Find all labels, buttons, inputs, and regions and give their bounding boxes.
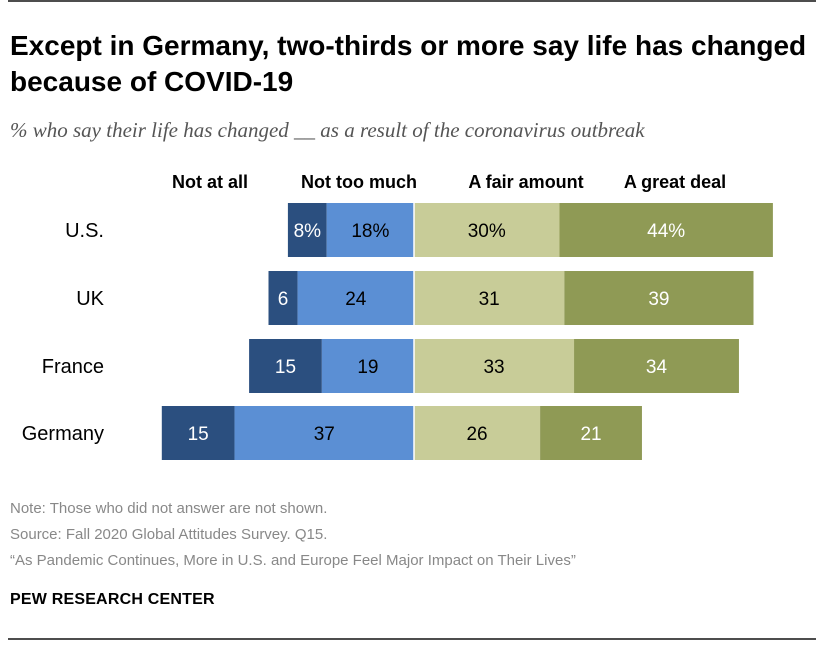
report-text: “As Pandemic Continues, More in U.S. and… [10,552,576,569]
legend-label-not-too-much: Not too much [301,172,417,192]
category-label-u-s: U.S. [65,220,104,242]
category-label-uk: UK [76,288,104,310]
data-label-u-s-not-at-all: 8% [294,221,322,242]
data-label-uk-not-too-much: 24 [345,289,367,310]
data-label-u-s-a-fair-amount: 30% [468,221,506,242]
top-rule [8,0,816,2]
data-label-france-not-at-all: 15 [275,357,296,378]
source-text: Source: Fall 2020 Global Attitudes Surve… [10,526,328,543]
data-label-germany-a-fair-amount: 26 [466,424,487,445]
bar-germany-a-great-deal [540,406,642,460]
category-label-germany: Germany [22,423,104,445]
bar-uk-a-great-deal [564,271,754,325]
bottom-rule [8,638,816,640]
legend-label-not-at-all: Not at all [172,172,248,192]
bar-u-s-not-at-all [287,203,327,257]
data-label-u-s-not-too-much: 18% [351,221,389,242]
bar-france-not-at-all [249,339,322,393]
chart-title: Except in Germany, two-thirds or more sa… [10,30,807,97]
bar-u-s-a-great-deal [559,203,773,257]
brand-logo-text: PEW RESEARCH CENTER [10,591,215,608]
category-label-france: France [42,356,104,378]
note-text: Note: Those who did not answer are not s… [10,500,328,517]
data-label-uk-not-at-all: 6 [278,289,289,310]
chart-subtitle: % who say their life has changed __ as a… [10,118,645,142]
data-label-france-a-great-deal: 34 [646,357,668,378]
bar-germany-a-fair-amount [414,406,541,460]
bar-uk-not-too-much [297,271,414,325]
bar-france-a-great-deal [574,339,739,393]
data-label-germany-not-too-much: 37 [314,424,335,445]
legend-label-a-great-deal: A great deal [624,172,726,192]
bar-germany-not-at-all [161,406,235,460]
bar-france-a-fair-amount [414,339,575,393]
data-label-uk-a-great-deal: 39 [648,289,669,310]
data-label-france-not-too-much: 19 [357,357,378,378]
data-label-uk-a-fair-amount: 31 [479,289,500,310]
bar-france-not-too-much [321,339,414,393]
bar-u-s-not-too-much [326,203,414,257]
data-label-germany-a-great-deal: 21 [580,424,601,445]
data-label-u-s-a-great-deal: 44% [647,221,685,242]
bar-germany-not-too-much [234,406,414,460]
bar-u-s-a-fair-amount [414,203,560,257]
bar-uk-a-fair-amount [414,271,565,325]
data-label-france-a-fair-amount: 33 [483,357,504,378]
bar-uk-not-at-all [268,271,298,325]
legend-label-a-fair-amount: A fair amount [468,172,583,192]
data-label-germany-not-at-all: 15 [188,424,209,445]
